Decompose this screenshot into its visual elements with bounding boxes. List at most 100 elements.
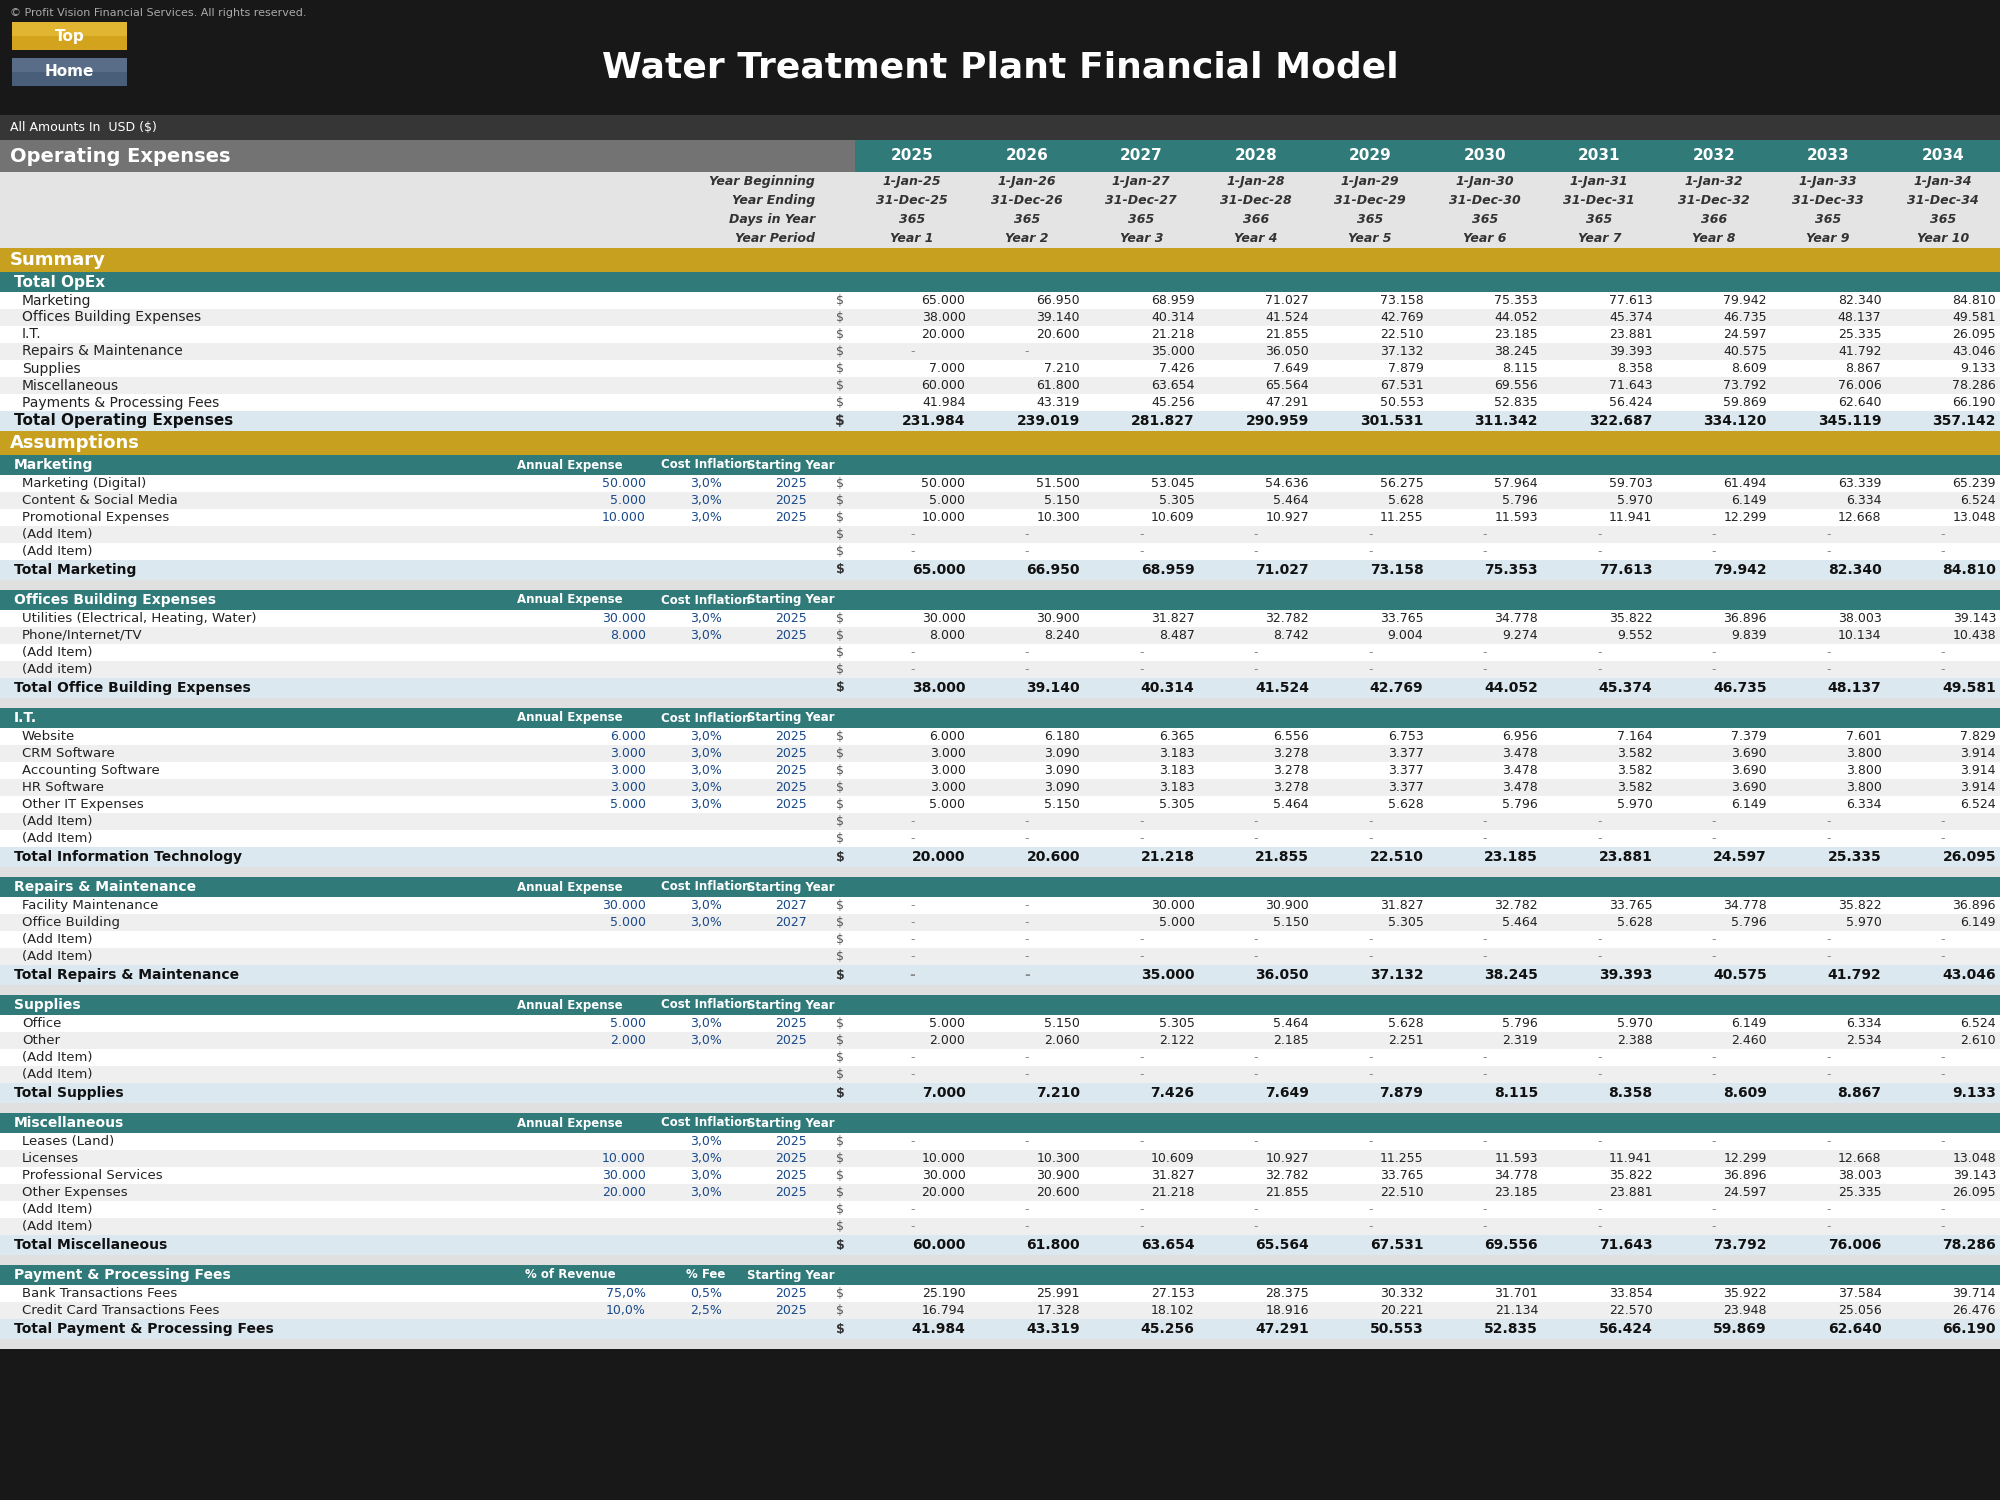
Text: 6.149: 6.149 <box>1732 494 1768 507</box>
Text: 32.782: 32.782 <box>1266 1168 1308 1182</box>
Bar <box>0 590 2000 610</box>
Text: 17.328: 17.328 <box>1036 1304 1080 1317</box>
Text: $: $ <box>836 950 844 963</box>
Text: 44.052: 44.052 <box>1484 681 1538 694</box>
Bar <box>0 867 2000 877</box>
Text: 39.143: 39.143 <box>1952 1168 1996 1182</box>
Text: 3,0%: 3,0% <box>690 1017 722 1031</box>
Text: 23.185: 23.185 <box>1494 328 1538 340</box>
Text: 77.613: 77.613 <box>1608 294 1652 307</box>
Bar <box>0 326 2000 344</box>
Text: Licenses: Licenses <box>22 1152 80 1166</box>
Text: -: - <box>1482 1052 1488 1064</box>
Text: $: $ <box>836 628 844 642</box>
Text: 7.210: 7.210 <box>1044 362 1080 375</box>
Text: 10.000: 10.000 <box>602 512 646 524</box>
Text: -: - <box>1940 933 1944 946</box>
Text: -: - <box>1024 1068 1028 1082</box>
Text: 56.424: 56.424 <box>1598 1322 1652 1336</box>
Text: 59.703: 59.703 <box>1608 477 1652 490</box>
Text: 31.827: 31.827 <box>1150 612 1194 626</box>
Text: 24.597: 24.597 <box>1724 328 1768 340</box>
Text: -: - <box>1940 663 1944 676</box>
Text: 76.006: 76.006 <box>1838 380 1882 392</box>
Text: Year 5: Year 5 <box>1348 232 1392 244</box>
Text: 30.900: 30.900 <box>1036 1168 1080 1182</box>
Text: 79.942: 79.942 <box>1714 562 1768 578</box>
Text: -: - <box>1596 528 1602 542</box>
Bar <box>0 1016 2000 1032</box>
Text: 38.245: 38.245 <box>1484 968 1538 982</box>
Bar <box>0 1102 2000 1113</box>
Text: 2.185: 2.185 <box>1274 1034 1308 1047</box>
Text: -: - <box>1024 1136 1028 1148</box>
Text: 5.305: 5.305 <box>1158 798 1194 812</box>
Text: 9.133: 9.133 <box>1960 362 1996 375</box>
Text: 77.613: 77.613 <box>1600 562 1652 578</box>
Text: Total Repairs & Maintenance: Total Repairs & Maintenance <box>14 968 240 982</box>
Text: 3.914: 3.914 <box>1960 782 1996 794</box>
Text: 2028: 2028 <box>1234 148 1278 164</box>
Bar <box>0 964 2000 986</box>
Text: 365: 365 <box>1816 213 1842 226</box>
Text: 18.916: 18.916 <box>1266 1304 1308 1317</box>
Bar <box>0 430 2000 454</box>
Text: 2031: 2031 <box>1578 148 1620 164</box>
Text: 1-Jan-30: 1-Jan-30 <box>1456 176 1514 188</box>
Text: Repairs & Maintenance: Repairs & Maintenance <box>14 880 196 894</box>
Text: 10,0%: 10,0% <box>606 1304 646 1317</box>
Text: 41.524: 41.524 <box>1256 681 1308 694</box>
Text: 3.090: 3.090 <box>1044 782 1080 794</box>
Text: -: - <box>1024 1220 1028 1233</box>
Text: Professional Services: Professional Services <box>22 1168 162 1182</box>
Text: 6.365: 6.365 <box>1158 730 1194 742</box>
Text: 54.636: 54.636 <box>1266 477 1308 490</box>
Text: 6.524: 6.524 <box>1960 798 1996 812</box>
Text: $: $ <box>836 663 844 676</box>
Text: $: $ <box>836 646 844 658</box>
Text: 2025: 2025 <box>776 512 806 524</box>
Text: 21.855: 21.855 <box>1266 328 1308 340</box>
Text: 3,0%: 3,0% <box>690 898 722 912</box>
Bar <box>12 58 128 72</box>
Text: -: - <box>1254 646 1258 658</box>
Text: 48.137: 48.137 <box>1838 310 1882 324</box>
Text: -: - <box>1024 916 1028 928</box>
Text: 23.948: 23.948 <box>1724 1304 1768 1317</box>
Text: 1-Jan-26: 1-Jan-26 <box>998 176 1056 188</box>
Text: $: $ <box>836 380 844 392</box>
Text: -: - <box>1940 950 1944 963</box>
Text: (Add Item): (Add Item) <box>22 528 92 542</box>
Text: 3.582: 3.582 <box>1616 764 1652 777</box>
Text: Starting Year: Starting Year <box>748 711 834 724</box>
Text: 1-Jan-32: 1-Jan-32 <box>1684 176 1744 188</box>
Text: $: $ <box>836 1086 844 1100</box>
Text: 345.119: 345.119 <box>1818 414 1882 428</box>
Text: 2.122: 2.122 <box>1160 1034 1194 1047</box>
Text: 3.377: 3.377 <box>1388 747 1424 760</box>
Text: 5.000: 5.000 <box>610 916 646 928</box>
Text: 41.792: 41.792 <box>1838 345 1882 358</box>
Text: -: - <box>1940 1203 1944 1216</box>
Text: 61.800: 61.800 <box>1026 1238 1080 1252</box>
Text: -: - <box>1254 1068 1258 1082</box>
Text: -: - <box>1596 815 1602 828</box>
Text: 63.654: 63.654 <box>1140 1238 1194 1252</box>
Text: $: $ <box>836 815 844 828</box>
Text: 20.000: 20.000 <box>922 328 966 340</box>
Text: Starting Year: Starting Year <box>748 999 834 1011</box>
Text: 3.478: 3.478 <box>1502 747 1538 760</box>
Text: 76.006: 76.006 <box>1828 1238 1882 1252</box>
Text: Starting Year: Starting Year <box>748 880 834 894</box>
Text: Cost Inflation: Cost Inflation <box>662 459 750 471</box>
Bar <box>0 492 2000 508</box>
Text: 7.210: 7.210 <box>1036 1086 1080 1100</box>
Bar <box>0 847 2000 867</box>
Text: 75.353: 75.353 <box>1484 562 1538 578</box>
Text: 3.914: 3.914 <box>1960 764 1996 777</box>
Text: 5.970: 5.970 <box>1616 798 1652 812</box>
Bar <box>0 1348 2000 1500</box>
Text: 3,0%: 3,0% <box>690 477 722 490</box>
Text: 6.524: 6.524 <box>1960 1017 1996 1031</box>
Text: 21.218: 21.218 <box>1152 328 1194 340</box>
